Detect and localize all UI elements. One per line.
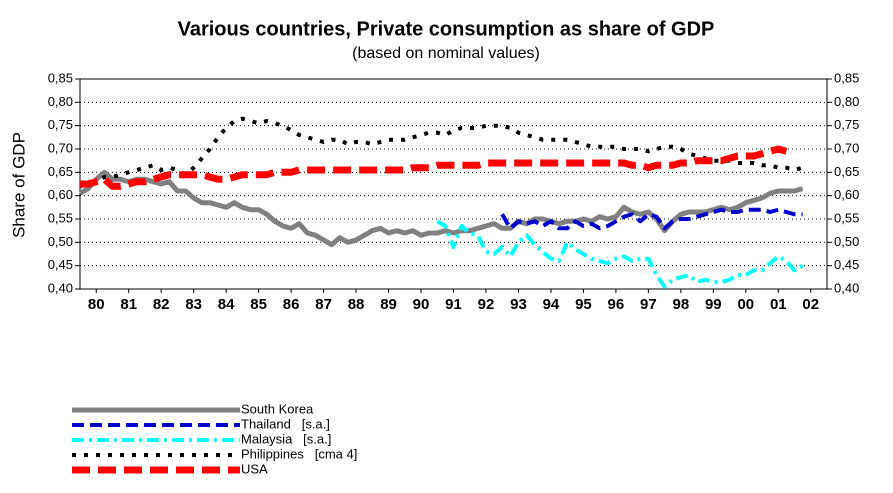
x-tick-label: 81	[120, 296, 137, 313]
x-tick-label: 84	[218, 296, 235, 313]
x-tick-label: 94	[543, 296, 560, 313]
y2-tick-label: 0,50	[834, 234, 859, 249]
y2-tick-label: 0,85	[834, 70, 859, 85]
y-tick-label: 0,65	[48, 164, 73, 179]
x-tick-label: 99	[705, 296, 722, 313]
legend-label: USA	[241, 461, 268, 476]
legend-label: Philippines [cma 4]	[241, 446, 357, 461]
y-tick-label: 0,75	[48, 117, 73, 132]
x-tick-label: 96	[608, 296, 625, 313]
x-tick-label: 01	[770, 296, 787, 313]
x-tick-label: 86	[283, 296, 300, 313]
y-tick-label: 0,70	[48, 140, 73, 155]
y-tick-label: 0,85	[48, 70, 73, 85]
y2-tick-label: 0,55	[834, 210, 859, 225]
x-tick-label: 95	[575, 296, 592, 313]
y-tick-label: 0,80	[48, 94, 73, 109]
legend-label: South Korea	[241, 401, 314, 416]
y-tick-label: 0,45	[48, 257, 73, 272]
legend-label: Malaysia [s.a.]	[241, 431, 331, 446]
x-tick-label: 89	[380, 296, 397, 313]
x-tick-label: 97	[640, 296, 657, 313]
y-tick-label: 0,60	[48, 187, 73, 202]
chart-subtitle: (based on nominal values)	[352, 45, 540, 62]
x-tick-label: 85	[250, 296, 267, 313]
x-tick-label: 82	[153, 296, 170, 313]
x-tick-label: 83	[185, 296, 202, 313]
chart-title: Various countries, Private consumption a…	[178, 18, 715, 40]
x-tick-label: 88	[348, 296, 365, 313]
legend-label: Thailand [s.a.]	[241, 416, 330, 431]
x-tick-label: 90	[413, 296, 430, 313]
y2-tick-label: 0,70	[834, 140, 859, 155]
x-tick-label: 00	[737, 296, 754, 313]
y-tick-label: 0,40	[48, 280, 73, 295]
series-line	[78, 169, 804, 248]
x-tick-label: 92	[478, 296, 495, 313]
y2-tick-label: 0,45	[834, 257, 859, 272]
y2-tick-label: 0,60	[834, 187, 859, 202]
x-tick-label: 80	[88, 296, 105, 313]
x-tick-label: 98	[673, 296, 690, 313]
x-tick-label: 91	[445, 296, 462, 313]
x-tick-label: 93	[510, 296, 527, 313]
x-tick-label: 02	[802, 296, 819, 313]
y2-tick-label: 0,75	[834, 117, 859, 132]
series-line	[79, 116, 804, 189]
plot-border	[79, 78, 828, 290]
series-line	[500, 207, 803, 231]
y-tick-label: 0,55	[48, 210, 73, 225]
y-axis-label: Share of GDP	[9, 132, 28, 238]
x-tick-label: 87	[315, 296, 332, 313]
y2-tick-label: 0,40	[834, 280, 859, 295]
series-line	[80, 145, 788, 190]
y2-tick-label: 0,80	[834, 94, 859, 109]
y-tick-label: 0,50	[48, 234, 73, 249]
y2-tick-label: 0,65	[834, 164, 859, 179]
series-line	[436, 219, 804, 289]
